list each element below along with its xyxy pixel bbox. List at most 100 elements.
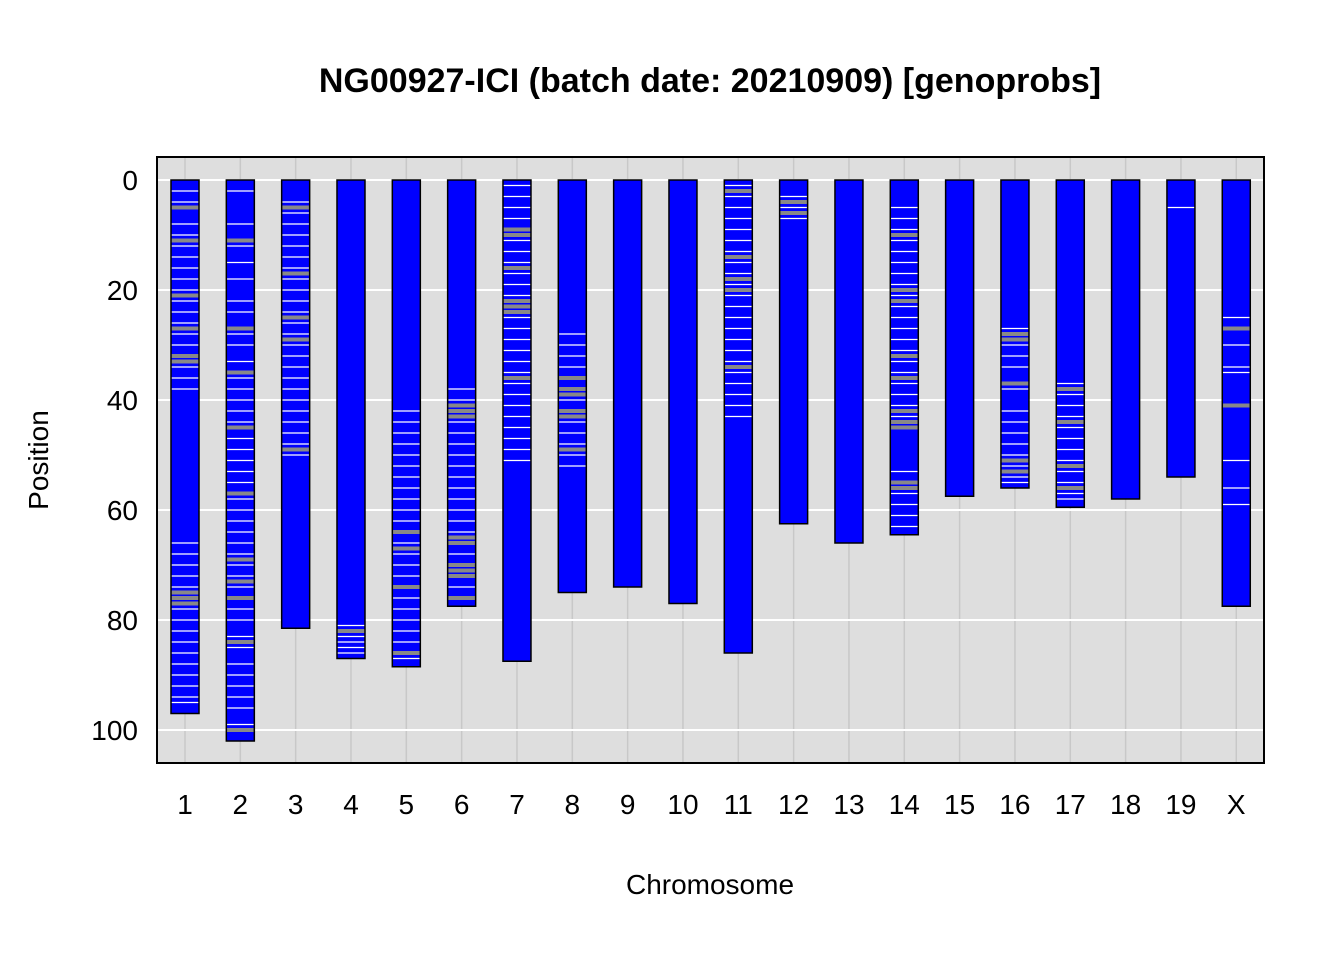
chromosome-bar-8 [558,180,587,593]
panel-border [156,156,1265,764]
genotype-mark-gray [779,200,808,204]
genotype-mark-gray [724,277,753,281]
y-tick-label: 20 [107,275,138,306]
x-tick-label: 10 [667,789,698,820]
genotype-mark-gray [392,651,421,655]
x-tick-label: 8 [565,789,581,820]
chromosome-bar-3 [281,180,310,629]
chromosome-bar-outline-15 [944,179,975,497]
chromosome-bar-outline-13 [834,179,864,544]
genotype-mark-gray [281,447,310,452]
genotype-mark-gray [226,238,255,243]
genotype-mark-gray [779,211,808,215]
genotype-mark-gray [890,486,919,490]
chromosome-bar-outline-1 [170,179,200,715]
genotype-mark-gray [447,574,476,578]
genotype-mark-gray [558,387,587,391]
genotype-mark-gray [1056,387,1085,391]
genotype-mark-gray [890,420,919,424]
genotype-mark-gray [890,480,919,485]
genotype-mark-gray [1222,326,1251,331]
chromosome-bar-outline-9 [612,179,643,588]
x-tick-label: 7 [509,789,525,820]
x-tick-label: 9 [620,789,636,820]
chromosome-bar-9 [613,180,642,587]
chromosome-bar-outline-12 [778,179,809,525]
chromosome-bar-outline-7 [502,179,532,662]
x-tick-label: 3 [288,789,304,820]
genotype-mark-gray [281,271,310,276]
chromosome-bar-outline-3 [280,179,311,629]
genotype-mark-gray [502,376,531,380]
genotype-mark-gray [447,403,476,408]
genotype-mark-gray [171,326,199,331]
x-tick-label: 4 [343,789,359,820]
genotype-mark-gray [226,370,255,375]
chromosome-bar-7 [502,180,531,662]
chromosome-bar-5 [392,180,421,667]
genotype-mark-gray [392,530,421,534]
x-tick-label: 19 [1165,789,1196,820]
genotype-mark-gray [447,596,476,600]
genotype-mark-gray [1000,458,1029,463]
x-tick-label: 13 [833,789,864,820]
chromosome-bar-18 [1111,180,1140,499]
genotype-mark-gray [502,266,531,270]
chromosome-bar-15 [945,180,974,497]
genotype-mark-gray [281,205,310,210]
genotype-mark-gray [226,596,255,600]
genotype-mark-gray [502,299,531,303]
genotype-mark-gray [171,293,199,298]
chart-title: NG00927-ICI (batch date: 20210909) [geno… [319,62,1101,100]
chromosome-bar-outline-16 [1000,179,1030,489]
genotype-mark-gray [171,238,199,243]
genotype-mark-gray [724,365,753,369]
genotype-mark-gray [392,585,421,589]
x-tick-label: 12 [778,789,809,820]
chromosome-bar-10 [668,180,697,604]
genotype-mark-gray [558,409,587,413]
plot-panel: 1 2 3 4 5 6 7 8 9 10 11 12 13 14 15 16 17 18 19 X0204060801… [91,156,1265,820]
genotype-mark-gray [1056,464,1085,468]
y-tick-label: 0 [122,165,138,196]
chromosome-bar-19 [1166,180,1195,477]
genotype-mark-gray [558,376,587,380]
genotype-mark-gray [724,189,753,193]
genotype-mark-gray [447,409,476,413]
genotype-mark-gray [171,590,199,595]
genotype-mark-gray [890,409,919,413]
chromosome-bar-1 [171,180,199,714]
chromosome-bar-13 [834,180,863,543]
chromosome-bar-17 [1056,180,1085,508]
genotype-mark-gray [1000,469,1029,474]
y-axis-label: Position [23,410,54,510]
x-tick-label: 15 [944,789,975,820]
y-tick-label: 100 [91,715,138,746]
genotype-mark-gray [447,535,476,540]
genotype-mark-gray [226,326,255,331]
genotype-mark-gray [890,354,919,358]
genotype-mark-gray [1000,381,1029,386]
x-tick-label: 6 [454,789,470,820]
genotype-mark-gray [447,414,476,419]
genotype-mark-gray [447,568,476,573]
chromosome-bar-12 [779,180,808,524]
genotype-mark-gray [226,425,255,430]
genotype-mark-gray [281,337,310,342]
genotype-mark-gray [1056,486,1085,490]
genotype-mark-gray [226,579,255,584]
chromosome-bar-4 [336,180,365,659]
x-tick-label: 11 [724,789,753,820]
genotype-mark-gray [558,392,587,397]
genotype-mark-gray [226,491,255,496]
genotype-mark-gray [890,288,919,292]
genotype-mark-gray [447,563,476,567]
y-tick-label: 40 [107,385,138,416]
chromosome-bar-outline-5 [391,179,422,668]
chromosome-bar-outline-2 [225,179,256,742]
genotype-mark-gray [502,233,531,237]
genotype-mark-gray [1000,337,1029,342]
x-tick-label: 2 [233,789,249,820]
genotype-mark-gray [1056,420,1085,424]
